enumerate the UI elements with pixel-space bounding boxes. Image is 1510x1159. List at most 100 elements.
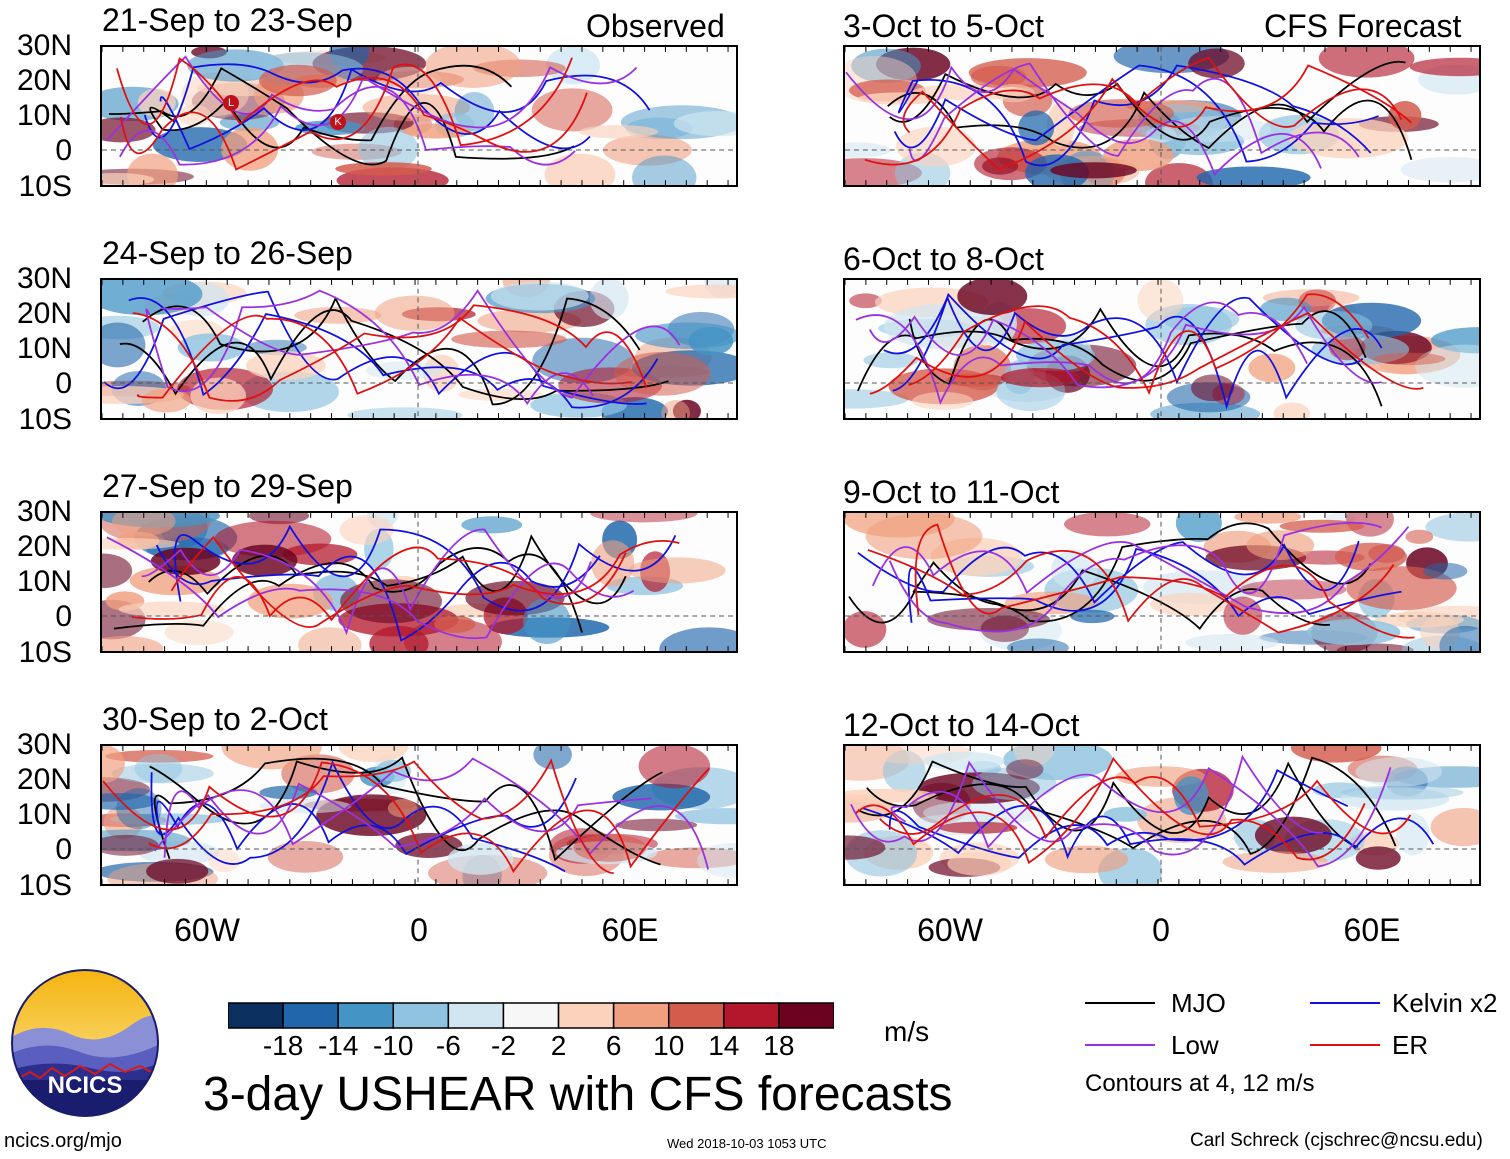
colorbar-tick-label: 14 bbox=[708, 1030, 740, 1061]
map-panel-fcst-3 bbox=[843, 511, 1481, 653]
map-panel-obs-3 bbox=[100, 511, 738, 653]
timestamp: Wed 2018-10-03 1053 UTC bbox=[667, 1136, 827, 1151]
shading-field bbox=[102, 47, 736, 185]
shading-blob bbox=[1006, 759, 1044, 780]
colorbar-tick-label: -18 bbox=[262, 1030, 304, 1061]
shading-blob bbox=[164, 619, 234, 646]
shading-field bbox=[102, 513, 736, 651]
legend-swatch-kelvin bbox=[1310, 1002, 1380, 1004]
contour-line bbox=[890, 767, 1392, 868]
shading-blob bbox=[1175, 513, 1222, 542]
shading-blob bbox=[675, 808, 736, 825]
shading-blob bbox=[1415, 344, 1479, 388]
contour-line bbox=[153, 782, 652, 852]
shading-blob bbox=[1423, 562, 1468, 580]
forecast-label: CFS Forecast bbox=[1264, 8, 1462, 44]
shading-blob bbox=[603, 134, 692, 166]
shading-blob bbox=[544, 153, 616, 185]
shading-blob bbox=[1334, 542, 1408, 571]
shading-blob bbox=[102, 117, 156, 143]
legend-label-er: ER bbox=[1392, 1030, 1429, 1060]
website-link[interactable]: ncics.org/mjo bbox=[4, 1130, 122, 1152]
shading-blob bbox=[425, 47, 521, 88]
contour-line bbox=[160, 289, 681, 399]
shading-blob bbox=[461, 516, 523, 534]
shading-blob bbox=[1430, 807, 1479, 847]
shading-blob bbox=[578, 125, 658, 139]
colorbar-box bbox=[612, 1002, 670, 1029]
shading-blob bbox=[451, 330, 567, 349]
shading-blob bbox=[221, 127, 279, 171]
shading-blob bbox=[927, 607, 1051, 631]
shading-field bbox=[845, 47, 1479, 185]
shading-blob bbox=[1306, 619, 1401, 646]
contour-line bbox=[174, 524, 677, 612]
colorbar-tick-label: 6 bbox=[605, 1030, 622, 1061]
map-panel-fcst-1 bbox=[843, 45, 1481, 187]
colorbar-box bbox=[282, 1002, 339, 1029]
storm-marker-L: L bbox=[223, 95, 239, 111]
lat-label: 10N bbox=[16, 99, 72, 132]
panel-title-obs-1: 21-Sep to 23-Sep bbox=[102, 2, 353, 38]
contour-line bbox=[131, 546, 627, 622]
shading-field bbox=[102, 746, 736, 884]
contour-line bbox=[898, 64, 1372, 167]
contour-line bbox=[155, 544, 601, 642]
colorbar-box bbox=[778, 1002, 835, 1029]
lat-label: 10S bbox=[18, 170, 72, 203]
lat-label: 10S bbox=[18, 636, 72, 669]
shading-blob bbox=[845, 788, 938, 803]
shading-blob bbox=[1439, 625, 1479, 651]
logo-text: NCICS bbox=[48, 1072, 123, 1099]
shading-blob bbox=[947, 851, 1012, 876]
shading-blob bbox=[957, 280, 1028, 316]
lat-label: 10S bbox=[18, 869, 72, 902]
lon-label-left-60w: 60W bbox=[174, 912, 240, 948]
contour-line bbox=[116, 57, 588, 153]
shading-blob bbox=[1400, 156, 1479, 183]
shading-blob bbox=[150, 547, 221, 576]
contour-line bbox=[893, 64, 1379, 163]
colorbar-tick-label: -2 bbox=[491, 1030, 516, 1061]
shading-blob bbox=[1044, 845, 1129, 874]
ncics-logo: NCICS bbox=[10, 968, 160, 1118]
legend-label-mjo: MJO bbox=[1171, 988, 1226, 1018]
shading-blob bbox=[1425, 513, 1479, 542]
shading-blob bbox=[1340, 787, 1450, 811]
colorbar-box bbox=[557, 1002, 615, 1029]
units-label: m/s bbox=[884, 1016, 930, 1047]
shading-blob bbox=[1409, 57, 1479, 77]
shading-blob bbox=[112, 513, 176, 536]
colorbar-boxes bbox=[227, 1002, 835, 1029]
shading-blob bbox=[1288, 118, 1409, 159]
lat-label: 30N bbox=[16, 728, 72, 761]
lat-label: 30N bbox=[16, 495, 72, 528]
shading-blob bbox=[1430, 327, 1479, 354]
shading-blob bbox=[531, 88, 613, 132]
shading-blob bbox=[294, 307, 382, 324]
contour-line bbox=[108, 67, 575, 166]
legend-label-kelvin: Kelvin x2 bbox=[1392, 988, 1498, 1018]
contour-line bbox=[855, 756, 1366, 865]
contour-line bbox=[141, 528, 592, 636]
legend-swatch-mjo bbox=[1085, 1002, 1155, 1004]
shading-blob bbox=[659, 627, 736, 651]
shading-blob bbox=[912, 391, 974, 410]
contour-line bbox=[136, 314, 632, 399]
author-credit: Carl Schreck (cjschrec@ncsu.edu) bbox=[1190, 1130, 1483, 1151]
colorbar-labels: -18 -14 -10 -6 -2 2 6 10 14 18 bbox=[228, 1032, 834, 1062]
shading-blob bbox=[1373, 352, 1446, 366]
shading-blob bbox=[589, 280, 629, 320]
shading-blob bbox=[661, 400, 690, 418]
lat-label: 30N bbox=[16, 262, 72, 295]
panel-title-fcst-1: 3-Oct to 5-Oct bbox=[843, 8, 1044, 44]
observed-label: Observed bbox=[586, 8, 725, 44]
shading-blob bbox=[646, 847, 736, 869]
colorbar-box bbox=[337, 1002, 395, 1029]
panel-title-obs-4: 30-Sep to 2-Oct bbox=[102, 701, 328, 737]
shading-blob bbox=[632, 155, 697, 185]
shading-blob bbox=[612, 783, 711, 811]
contour-line bbox=[850, 754, 1324, 856]
colorbar bbox=[227, 1002, 835, 1029]
map-panel-fcst-2 bbox=[843, 278, 1481, 420]
